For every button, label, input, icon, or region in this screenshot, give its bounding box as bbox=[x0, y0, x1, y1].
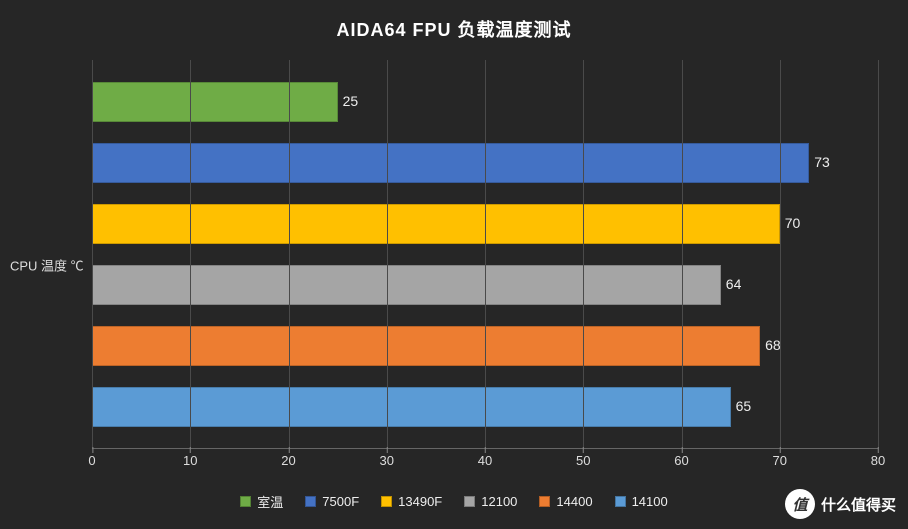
bar-value-label: 64 bbox=[726, 276, 742, 292]
legend-swatch-icon bbox=[539, 496, 550, 507]
x-tick-label: 0 bbox=[88, 453, 95, 468]
gridline bbox=[289, 60, 290, 449]
bar-value-label: 68 bbox=[765, 337, 781, 353]
gridline bbox=[92, 60, 93, 449]
watermark-badge-icon: 值 bbox=[785, 489, 815, 519]
x-tick-label: 50 bbox=[576, 453, 590, 468]
gridline bbox=[583, 60, 584, 449]
bar-value-label: 65 bbox=[736, 398, 752, 414]
gridline bbox=[190, 60, 191, 449]
legend-swatch-icon bbox=[464, 496, 475, 507]
bar: 25 bbox=[92, 82, 338, 122]
legend-swatch-icon bbox=[305, 496, 316, 507]
watermark: 值 什么值得买 bbox=[785, 489, 896, 519]
x-tick-label: 40 bbox=[478, 453, 492, 468]
x-tick-label: 70 bbox=[773, 453, 787, 468]
x-tick-label: 60 bbox=[674, 453, 688, 468]
legend-label: 13490F bbox=[398, 494, 442, 509]
bar: 65 bbox=[92, 387, 731, 427]
legend-label: 7500F bbox=[322, 494, 359, 509]
legend-item: 13490F bbox=[381, 492, 442, 511]
legend-label: 14100 bbox=[632, 494, 668, 509]
legend-swatch-icon bbox=[615, 496, 626, 507]
legend-swatch-icon bbox=[240, 496, 251, 507]
x-tick-label: 10 bbox=[183, 453, 197, 468]
bar: 64 bbox=[92, 265, 721, 305]
legend-swatch-icon bbox=[381, 496, 392, 507]
gridline bbox=[780, 60, 781, 449]
legend-item: 12100 bbox=[464, 492, 517, 511]
bar: 73 bbox=[92, 143, 809, 183]
bar: 68 bbox=[92, 326, 760, 366]
chart-title: AIDA64 FPU 负载温度测试 bbox=[0, 0, 908, 42]
bar-value-label: 70 bbox=[785, 215, 801, 231]
x-tick-label: 30 bbox=[380, 453, 394, 468]
chart-container: AIDA64 FPU 负载温度测试 CPU 温度 ℃ 257370646865 … bbox=[0, 0, 908, 529]
legend-label: 12100 bbox=[481, 494, 517, 509]
watermark-text: 什么值得买 bbox=[821, 494, 896, 515]
legend-label: 室温 bbox=[257, 492, 283, 511]
bar-value-label: 25 bbox=[343, 93, 359, 109]
legend-item: 14400 bbox=[539, 492, 592, 511]
x-axis: 01020304050607080 bbox=[92, 449, 878, 473]
gridline bbox=[485, 60, 486, 449]
y-axis-label: CPU 温度 ℃ bbox=[10, 255, 84, 274]
legend-item: 7500F bbox=[305, 492, 359, 511]
gridline bbox=[387, 60, 388, 449]
legend-label: 14400 bbox=[556, 494, 592, 509]
bar-value-label: 73 bbox=[814, 154, 830, 170]
legend-item: 室温 bbox=[240, 492, 283, 511]
plot-area: 25 73 70 64 68 65 bbox=[92, 60, 878, 449]
legend-item: 14100 bbox=[615, 492, 668, 511]
bar: 70 bbox=[92, 204, 780, 244]
gridline bbox=[878, 60, 879, 449]
x-tick-label: 80 bbox=[871, 453, 885, 468]
legend: 室温 7500F 13490F 12100 14400 14100 bbox=[0, 492, 908, 511]
gridline bbox=[682, 60, 683, 449]
x-tick-label: 20 bbox=[281, 453, 295, 468]
